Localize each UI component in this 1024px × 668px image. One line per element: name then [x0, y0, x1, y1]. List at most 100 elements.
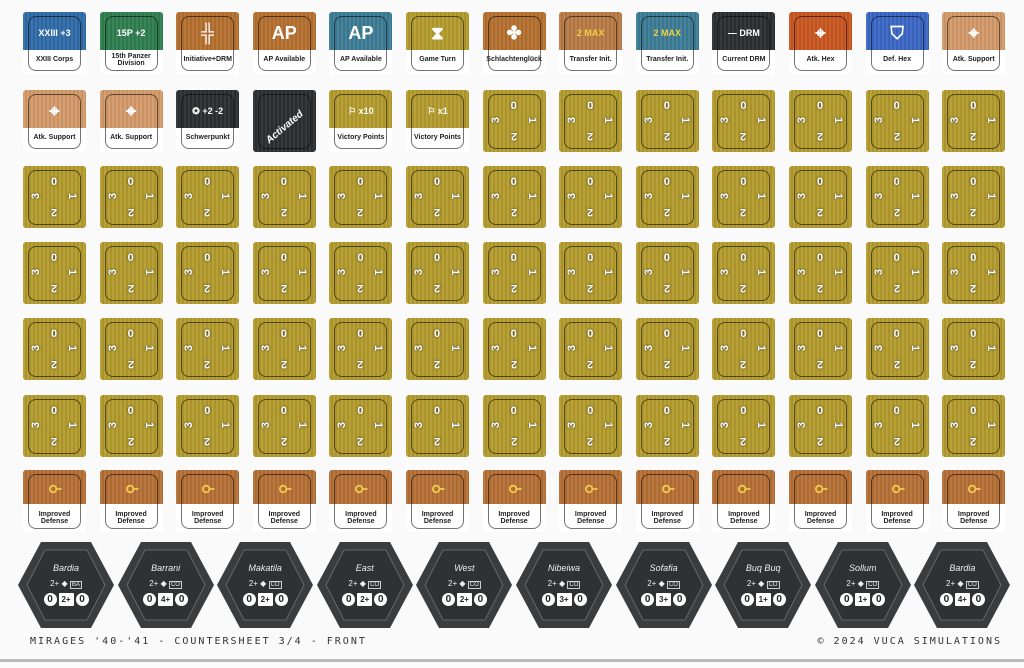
counter-victory-points[interactable]: ⚐ x10 Victory Points — [329, 90, 393, 152]
counter-improved-defense[interactable]: ⚲ Improved Defense — [99, 470, 163, 532]
counter-initiative-drm[interactable]: ╬ Initiative+DRM — [176, 12, 240, 74]
counter-atk-hex[interactable]: ⌖ Atk. Hex — [789, 12, 852, 74]
objective-hex-counter[interactable]: Makatila 2+ ◆ CO 0 2+ 0 — [216, 541, 314, 629]
counter-current-drm[interactable]: — DRM Current DRM — [712, 12, 776, 74]
counter-atk-support[interactable]: ⌖ Atk. Support — [942, 12, 1006, 74]
counter-improved-defense[interactable]: ⚲ Improved Defense — [329, 470, 393, 532]
objective-hex-counter[interactable]: Nibeiwa 2+ ◆ CO 0 3+ 0 — [515, 541, 613, 629]
counter-victory-points[interactable]: ⚐ x1 Victory Points — [406, 90, 469, 152]
counter-transfer-init-[interactable]: 2 MAX Transfer Init. — [559, 12, 623, 74]
counter-improved-defense[interactable]: ⚲ Improved Defense — [23, 470, 86, 532]
objective-hex-counter[interactable]: Sofafia 2+ ◆ CO 0 3+ 0 — [615, 541, 713, 629]
counter-15th-panzer-division[interactable]: 15P +2 15th Panzer Division — [99, 12, 163, 74]
objective-hex-counter[interactable]: Bardia 2+ ◆ CO 0 4+ 0 — [913, 541, 1011, 629]
counter-transfer-init-[interactable]: 2 MAX Transfer Init. — [635, 12, 699, 74]
counter-improved-defense[interactable]: ⚲ Improved Defense — [176, 470, 240, 532]
counter-improved-defense[interactable]: ⚲ Improved Defense — [712, 470, 776, 532]
counter-ap-available[interactable]: AP AP Available — [329, 12, 393, 74]
counter-xxiii-corps[interactable]: XXIII +3 XXIII Corps — [23, 12, 86, 74]
counter-schwerpunkt[interactable]: ✪ +2 -2 Schwerpunkt — [176, 90, 240, 152]
counter-improved-defense[interactable]: ⚲ Improved Defense — [559, 470, 623, 532]
objective-hex-counter[interactable]: West 2+ ◆ CO 0 2+ 0 — [415, 541, 513, 629]
counter-improved-defense[interactable]: ⚲ Improved Defense — [482, 470, 546, 532]
counter-ap-available[interactable]: AP AP Available — [252, 12, 316, 74]
objective-hex-counter[interactable]: East 2+ ◆ CO 0 2+ 0 — [316, 541, 414, 629]
counter-def-hex[interactable]: ⛉ Def. Hex — [865, 12, 929, 74]
counter-improved-defense[interactable]: ⚲ Improved Defense — [789, 470, 852, 532]
objective-hex-counter[interactable]: Sollum 2+ ◆ CO 0 1+ 0 — [814, 541, 912, 629]
counter-atk-support[interactable]: ⌖ Atk. Support — [23, 90, 86, 152]
counter-improved-defense[interactable]: ⚲ Improved Defense — [406, 470, 469, 532]
objective-hex-counter[interactable]: Barrani 2+ ◆ CO 0 4+ 0 — [117, 541, 215, 629]
counter-game-turn[interactable]: ⧗ Game Turn — [406, 12, 469, 74]
counter-activated[interactable]: Activated — [252, 90, 316, 152]
objective-hex-counter[interactable]: Bardia 2+ ◆ BA 0 2+ 0 — [17, 541, 115, 629]
counter-improved-defense[interactable]: ⚲ Improved Defense — [252, 470, 316, 532]
counter-improved-defense[interactable]: ⚲ Improved Defense — [635, 470, 699, 532]
counter-atk-support[interactable]: ⌖ Atk. Support — [99, 90, 163, 152]
objective-hex-counter[interactable]: Buq Buq 2+ ◆ CO 0 1+ 0 — [714, 541, 812, 629]
counter-schlachtengl-ck[interactable]: ✤ Schlachtenglück — [482, 12, 546, 74]
counter-improved-defense[interactable]: ⚲ Improved Defense — [865, 470, 929, 532]
counter-improved-defense[interactable]: ⚲ Improved Defense — [942, 470, 1006, 532]
